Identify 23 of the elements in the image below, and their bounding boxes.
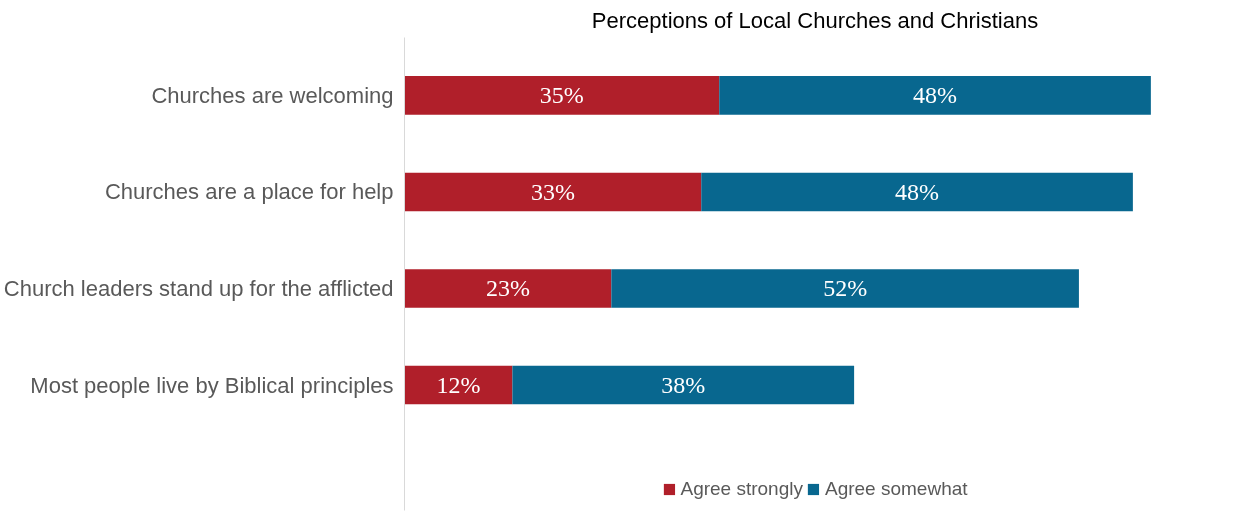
data-label: 52% (823, 275, 868, 302)
data-label: 48% (895, 178, 940, 205)
data-label: 38% (661, 372, 706, 399)
y-tick-label: Most people live by Biblical principles (30, 372, 394, 398)
data-label: 48% (913, 82, 958, 109)
bar (404, 172, 702, 212)
bar (611, 269, 1079, 308)
data-label: 23% (485, 275, 530, 302)
y-tick-label: Church leaders stand up for the afflicted (3, 275, 394, 301)
bar (512, 365, 855, 405)
bar (404, 269, 612, 308)
bar (719, 76, 1151, 115)
bar (404, 365, 513, 405)
data-label: 35% (539, 82, 584, 109)
data-label: 12% (436, 372, 481, 399)
y-tick-label: Churches are welcoming (151, 82, 394, 108)
legend-label: Agree strongly (680, 478, 803, 500)
y-tick-label: Churches are a place for help (104, 179, 394, 205)
legend-label: Agree somewhat (824, 478, 968, 500)
data-label: 33% (530, 178, 575, 205)
bar (404, 76, 720, 115)
bar (701, 172, 1133, 212)
chart-title: Perceptions of Local Churches and Christians (591, 7, 1039, 33)
